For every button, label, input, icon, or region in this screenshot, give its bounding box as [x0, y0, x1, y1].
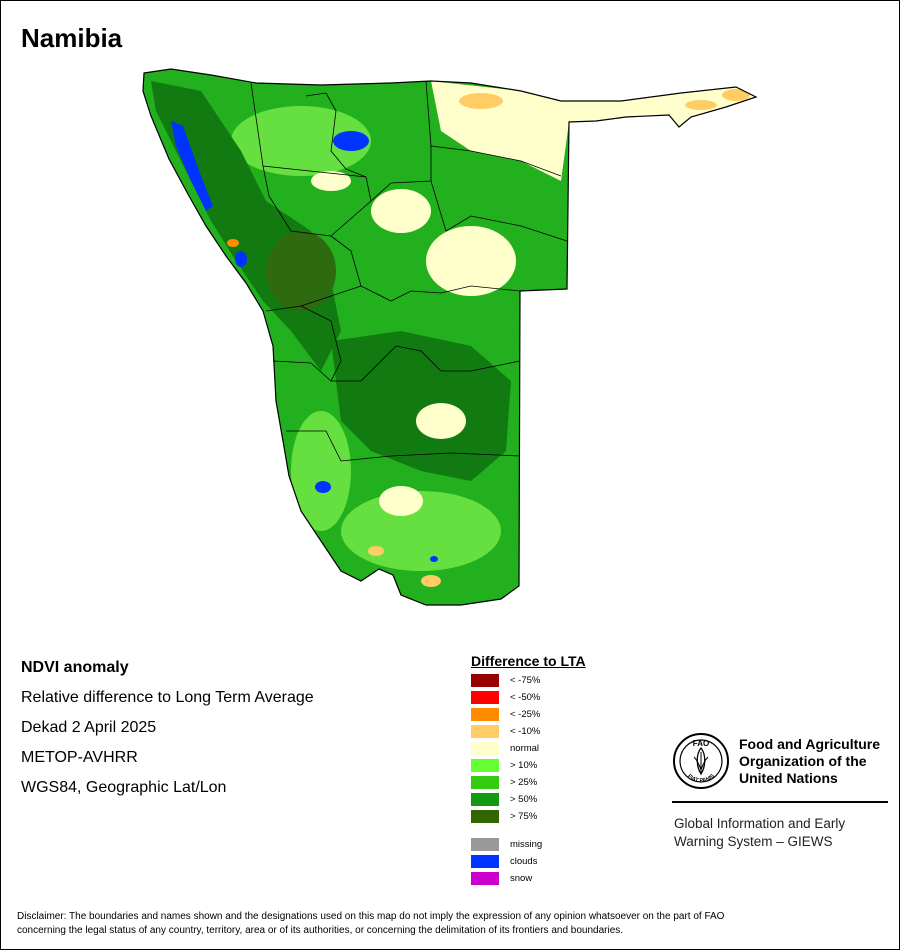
map-title: Namibia: [21, 23, 123, 53]
legend-item: normal: [471, 742, 539, 755]
darkest-green-zone: [266, 231, 336, 311]
legend-item: > 10%: [471, 759, 537, 772]
legend-label: > 10%: [510, 760, 538, 771]
projection-info: WGS84, Geographic Lat/Lon: [21, 779, 227, 796]
sensor-name: METOP-AVHRR: [21, 749, 138, 766]
legend-item-missing: missing: [471, 838, 542, 851]
legend-swatch: [471, 793, 499, 806]
namibia-ndvi-map: [142, 68, 758, 606]
light-green-patch-southwest: [291, 411, 351, 531]
product-name: NDVI anomaly: [21, 659, 129, 676]
cloud-patch-south: [430, 556, 438, 562]
legend-swatch: [471, 725, 499, 738]
legend-label: missing: [510, 839, 543, 850]
legend-swatch: [471, 691, 499, 704]
normal-zone-east: [426, 226, 516, 296]
dry-zone-north: [459, 93, 503, 109]
product-description: Relative difference to Long Term Average: [21, 689, 314, 706]
legend-label: < -75%: [510, 675, 541, 686]
legend-label: clouds: [510, 856, 538, 867]
legend-label: > 25%: [510, 777, 538, 788]
legend-label: < -25%: [510, 709, 541, 720]
disclaimer-text: Disclaimer: The boundaries and names sho…: [17, 910, 887, 937]
dekad-date: Dekad 2 April 2025: [21, 719, 157, 736]
disclaimer-line: concerning the legal status of any count…: [17, 924, 624, 936]
legend-item: < -25%: [471, 708, 540, 721]
legend-label: < -50%: [510, 692, 541, 703]
legend-item: < -10%: [471, 725, 540, 738]
dry-zone-caprivi-east: [722, 89, 750, 101]
logo-divider: [672, 801, 888, 803]
cloud-patch-coast-south: [235, 251, 247, 267]
fao-name-line: Food and Agriculture: [739, 736, 881, 752]
legend-title: Difference to LTA: [471, 653, 586, 669]
normal-zone-south: [416, 403, 466, 439]
dry-zone-south-b: [368, 546, 384, 556]
fao-emblem-letters: FAO: [693, 739, 709, 748]
legend-item: > 50%: [471, 793, 537, 806]
legend-swatch: [471, 776, 499, 789]
light-green-patch-north: [231, 106, 371, 176]
legend-item: > 25%: [471, 776, 537, 789]
legend-label: > 50%: [510, 794, 538, 805]
normal-zone-north: [311, 171, 351, 191]
legend-swatch: [471, 838, 499, 851]
legend-swatch: [471, 674, 499, 687]
fao-logo-icon: FAO FIAT PANIS: [673, 733, 729, 789]
fao-emblem-motto: FIAT PANIS: [686, 773, 716, 784]
normal-zone-caprivi: [431, 81, 756, 181]
legend-swatch: [471, 759, 499, 772]
legend-label: < -10%: [510, 726, 541, 737]
dry-zone-caprivi-mid: [685, 100, 717, 110]
giews-line: Warning System – GIEWS: [674, 834, 833, 849]
legend-label: snow: [510, 873, 533, 884]
dry-zone-south-a: [421, 575, 441, 587]
legend-item-clouds: clouds: [471, 855, 537, 868]
legend-swatch: [471, 742, 499, 755]
dark-green-zone-central: [331, 331, 511, 481]
cloud-patch-southwest: [315, 481, 331, 493]
cloud-patch-etosha: [333, 131, 369, 151]
fao-name-line: Organization of the: [739, 753, 867, 769]
giews-line: Global Information and Early: [674, 816, 846, 831]
normal-zone-southcentral: [379, 486, 423, 516]
legend-swatch: [471, 855, 499, 868]
regional-boundaries: [250, 80, 568, 462]
fao-name-line: United Nations: [739, 770, 838, 786]
legend-label: > 75%: [510, 811, 538, 822]
dry-zone-coast: [227, 239, 239, 247]
legend-swatch: [471, 872, 499, 885]
legend-label: normal: [510, 743, 540, 754]
disclaimer-line: Disclaimer: The boundaries and names sho…: [17, 911, 725, 922]
legend-swatch: [471, 708, 499, 721]
cloud-patch-coast: [171, 121, 213, 211]
legend-item: < -75%: [471, 674, 540, 687]
legend-swatch: [471, 810, 499, 823]
legend-item: < -50%: [471, 691, 540, 704]
fao-organization-name: Food and Agriculture Organization of the…: [739, 736, 889, 787]
normal-zone-central: [371, 189, 431, 233]
namibia-border: [142, 68, 758, 606]
legend-item: > 75%: [471, 810, 537, 823]
giews-label: Global Information and Early Warning Sys…: [674, 815, 889, 851]
legend-item-snow: snow: [471, 872, 532, 885]
